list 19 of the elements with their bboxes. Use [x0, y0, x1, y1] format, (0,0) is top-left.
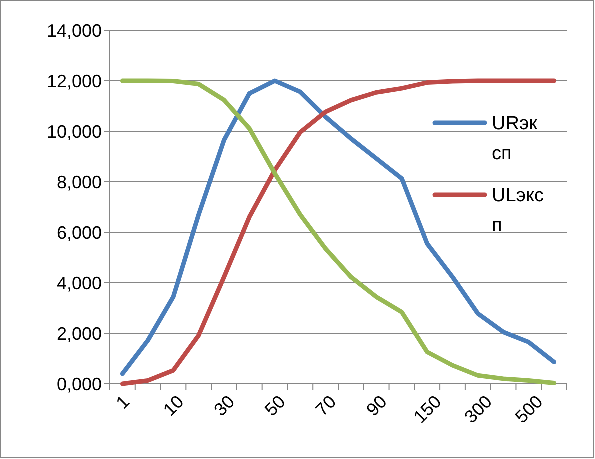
y-tick-label: 0,000	[56, 374, 102, 394]
y-tick-label: 4,000	[56, 273, 102, 294]
y-tick-label: 2,000	[56, 324, 102, 344]
x-tick-label: 500	[511, 392, 547, 428]
y-tick-label: 10,000	[46, 122, 102, 142]
x-tick-label: 150	[410, 392, 446, 428]
x-tick-label: 300	[460, 392, 496, 428]
y-tick-label: 14,000	[46, 20, 102, 41]
y-tick-label: 8,000	[56, 172, 102, 192]
x-tick-label: 10	[160, 392, 188, 420]
legend-label: ULэксп	[492, 186, 544, 237]
x-tick-label: 90	[362, 392, 391, 420]
y-tick-label: 6,000	[56, 222, 102, 243]
x-tick-label: 50	[261, 392, 290, 420]
x-tick-label: 30	[210, 392, 239, 420]
legend-label: URэксп	[492, 114, 538, 165]
x-tick-label: 1	[112, 392, 134, 413]
y-tick-label: 12,000	[46, 71, 102, 92]
x-tick-label: 70	[312, 392, 340, 420]
